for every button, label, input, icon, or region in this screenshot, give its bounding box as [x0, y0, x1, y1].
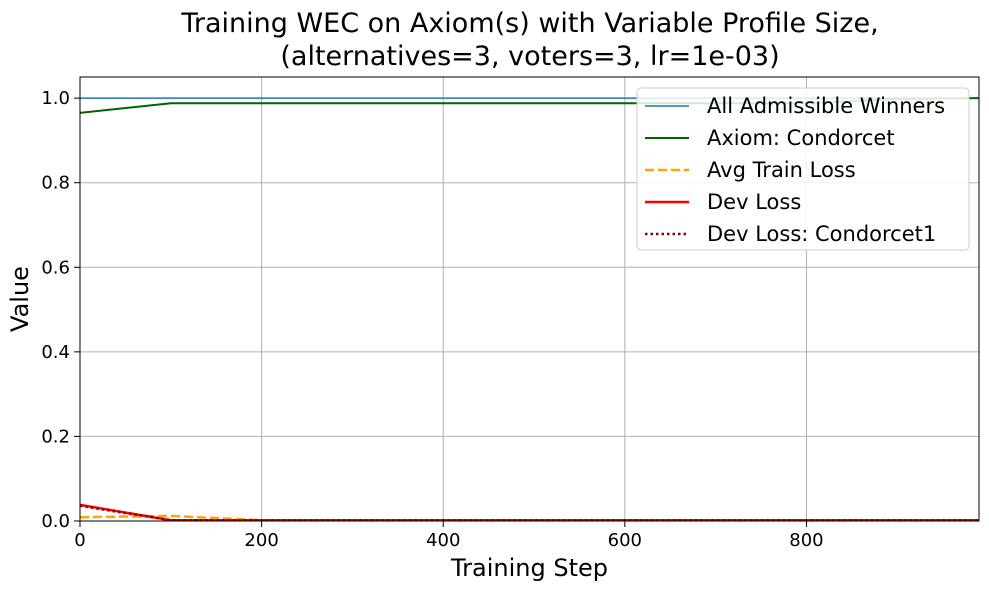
chart-title: Training WEC on Axiom(s) with Variable P… [180, 8, 878, 39]
x-tick-label: 200 [244, 530, 278, 551]
legend-label-2: Axiom: Condorcet [707, 126, 895, 150]
legend: All Admissible Winners Axiom: Condorcet Av… [636, 87, 970, 251]
y-axis-label: Value [6, 266, 34, 332]
x-tick-label: 0 [74, 530, 85, 551]
x-tick-label: 400 [426, 530, 460, 551]
legend-label-5: Dev Loss: Condorcet1 [707, 222, 936, 246]
plot-frame [79, 76, 980, 522]
x-tick-label: 600 [608, 530, 642, 551]
x-axis-label: Training Step [450, 554, 608, 582]
legend-box [636, 87, 970, 251]
legend-label-4: Dev Loss [707, 190, 801, 214]
y-tick-label: 0.4 [41, 342, 70, 363]
legend-label-3: Avg Train Loss [707, 158, 856, 182]
y-tick-label: 1.0 [41, 88, 70, 109]
chart-subtitle: (alternatives=3, voters=3, lr=1e-03) [280, 41, 779, 72]
legend-label-1: All Admissible Winners [707, 94, 945, 118]
y-tick-label: 0.8 [41, 173, 70, 194]
tick-group: 0 200 400 600 800 0.0 0.2 0.4 0.6 0.8 1.0 [41, 88, 823, 551]
y-tick-label: 0.6 [41, 257, 70, 278]
series-line-4 [79, 503, 979, 522]
y-tick-label: 0.0 [41, 511, 70, 532]
x-tick-label: 800 [789, 530, 823, 551]
y-tick-label: 0.2 [41, 426, 70, 447]
